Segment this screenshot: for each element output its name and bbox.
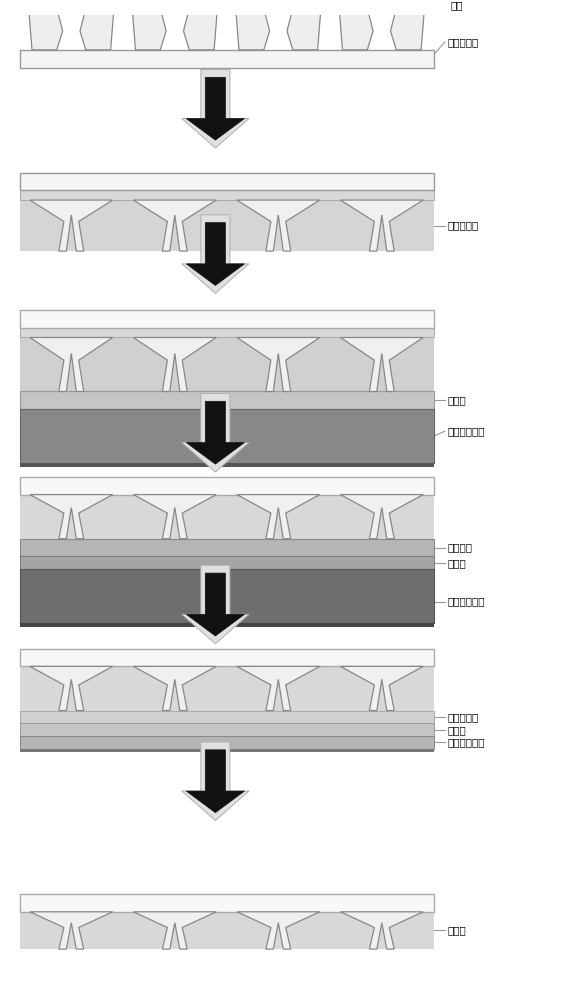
Polygon shape <box>30 495 112 539</box>
Polygon shape <box>182 215 249 293</box>
Polygon shape <box>30 912 112 949</box>
Polygon shape <box>237 337 320 391</box>
Polygon shape <box>30 666 112 711</box>
Text: 凹槽: 凹槽 <box>450 1 463 11</box>
Polygon shape <box>133 200 216 251</box>
Bar <box>20 723 433 736</box>
Text: 第二平面载台: 第二平面载台 <box>447 597 485 607</box>
Bar <box>20 337 433 391</box>
Polygon shape <box>186 573 245 636</box>
Bar <box>20 649 433 666</box>
Bar <box>20 912 433 949</box>
Text: 发光功能层: 发光功能层 <box>447 221 479 231</box>
Bar <box>20 391 433 409</box>
Polygon shape <box>182 393 249 472</box>
Polygon shape <box>133 337 216 391</box>
Polygon shape <box>186 401 245 464</box>
Polygon shape <box>133 912 216 949</box>
Polygon shape <box>133 495 216 539</box>
Polygon shape <box>30 200 112 251</box>
Bar <box>20 200 433 251</box>
Text: 金属辅助电极: 金属辅助电极 <box>447 737 485 747</box>
Polygon shape <box>340 666 423 711</box>
Polygon shape <box>237 495 320 539</box>
Polygon shape <box>237 666 320 711</box>
Text: 第一平面载台: 第一平面载台 <box>447 426 485 436</box>
Text: 金属薄膜: 金属薄膜 <box>447 543 472 553</box>
Bar <box>20 569 433 623</box>
Bar <box>20 666 433 711</box>
Bar <box>20 711 433 723</box>
Bar <box>20 749 433 752</box>
Bar <box>20 50 433 68</box>
Bar <box>20 310 433 328</box>
Polygon shape <box>340 337 423 391</box>
Text: 胶黏剂: 胶黏剂 <box>447 395 466 405</box>
Polygon shape <box>28 3 63 50</box>
Polygon shape <box>340 912 423 949</box>
Polygon shape <box>390 3 425 50</box>
Polygon shape <box>30 337 112 391</box>
Polygon shape <box>237 200 320 251</box>
Bar <box>20 409 433 463</box>
Bar <box>20 894 433 912</box>
Polygon shape <box>133 666 216 711</box>
Bar <box>20 556 433 569</box>
Bar <box>20 173 433 190</box>
Bar <box>20 539 433 556</box>
Bar <box>20 190 433 200</box>
Text: 胶黏剂: 胶黏剂 <box>447 725 466 735</box>
Bar <box>20 463 433 467</box>
Bar <box>20 328 433 337</box>
Polygon shape <box>80 3 114 50</box>
Polygon shape <box>184 3 218 50</box>
Polygon shape <box>182 565 249 644</box>
Polygon shape <box>339 3 373 50</box>
Text: 像素界定层: 像素界定层 <box>447 37 479 47</box>
Polygon shape <box>340 200 423 251</box>
Polygon shape <box>186 77 245 140</box>
Bar <box>20 623 433 627</box>
Polygon shape <box>237 912 320 949</box>
Text: 顶电极: 顶电极 <box>447 925 466 935</box>
Bar <box>20 495 433 539</box>
Polygon shape <box>182 69 249 148</box>
Polygon shape <box>235 3 270 50</box>
Polygon shape <box>182 742 249 821</box>
Text: 脱膜层: 脱膜层 <box>447 558 466 568</box>
Polygon shape <box>287 3 321 50</box>
Polygon shape <box>186 750 245 813</box>
Bar <box>20 477 433 495</box>
Polygon shape <box>340 495 423 539</box>
Text: 发光功能层: 发光功能层 <box>447 712 479 722</box>
Polygon shape <box>186 223 245 285</box>
Bar <box>20 736 433 749</box>
Polygon shape <box>132 3 166 50</box>
